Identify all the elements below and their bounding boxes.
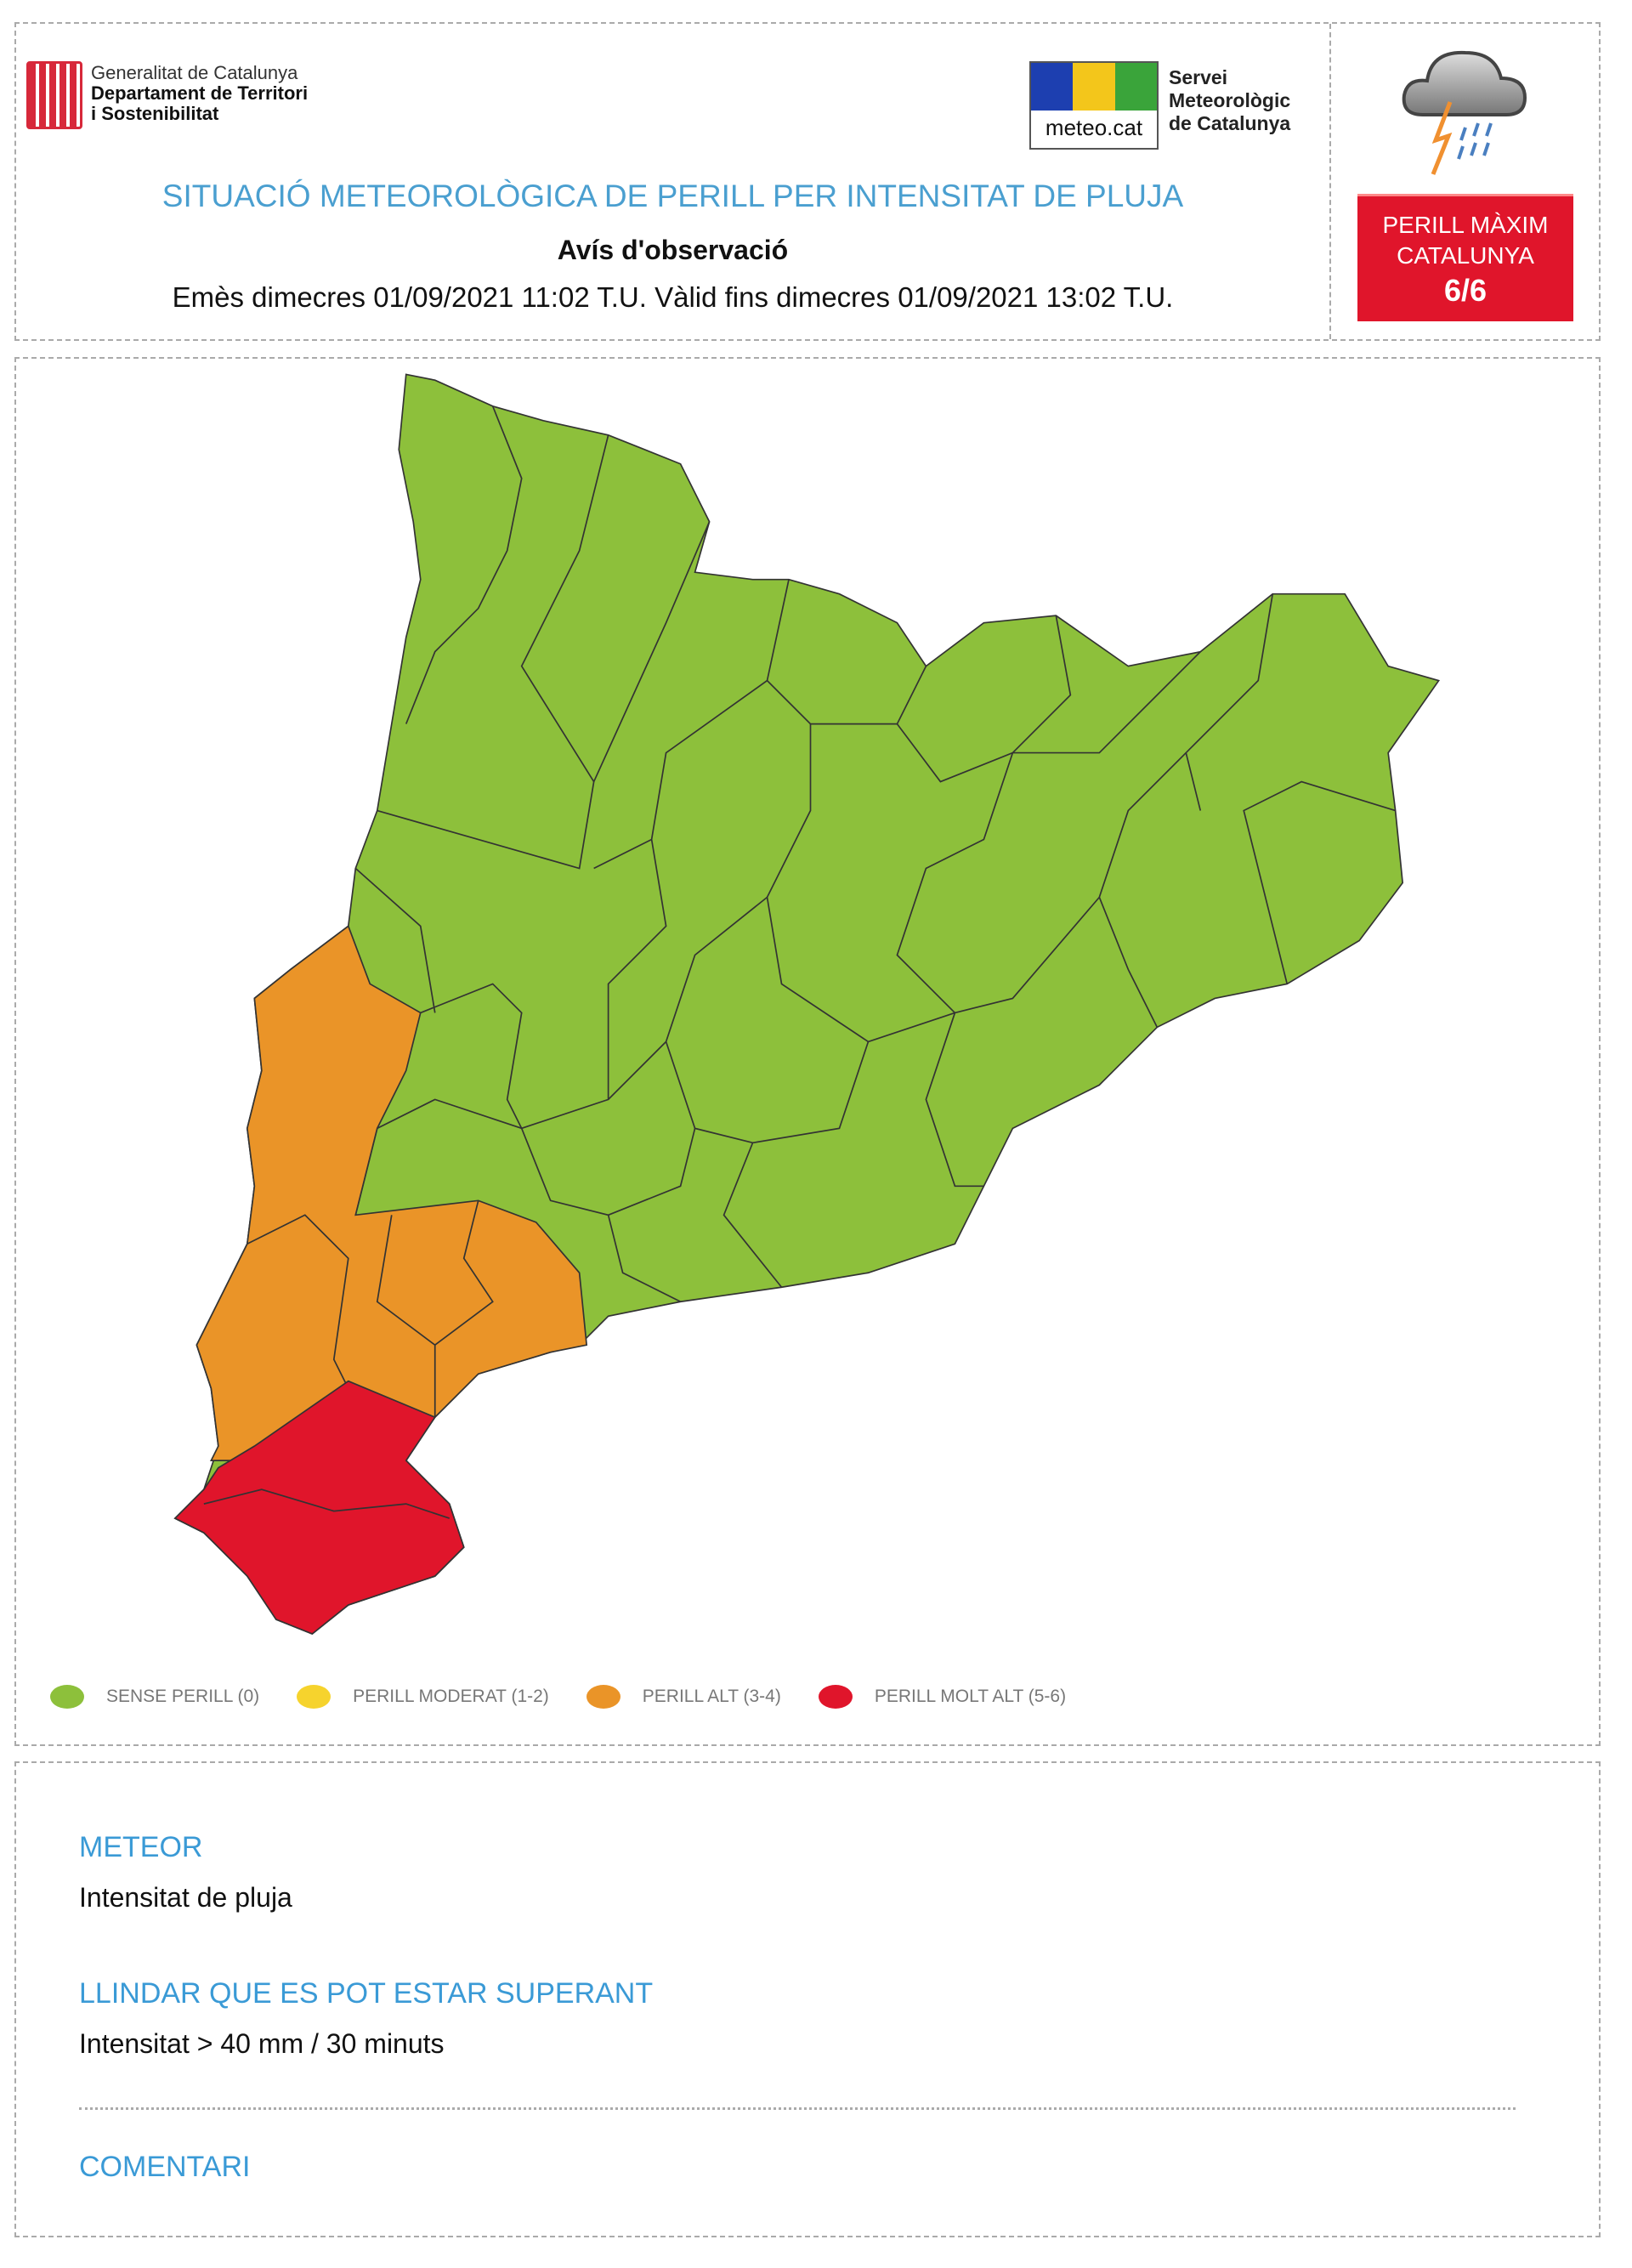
details-panel: METEOR Intensitat de pluja LLINDAR QUE E… xyxy=(14,1761,1601,2237)
org-line3: i Sostenibilitat xyxy=(91,103,219,124)
map-legend: SENSE PERILL (0) PERILL MODERAT (1-2) PE… xyxy=(50,1685,1103,1709)
generalitat-name: Generalitat de Catalunya Departament de … xyxy=(91,63,308,124)
meteocat-logo: meteo.cat xyxy=(1029,61,1159,150)
org-line1: Generalitat de Catalunya xyxy=(91,62,298,83)
legend-label: PERILL ALT (3-4) xyxy=(642,1687,781,1706)
legend-item-high: PERILL ALT (3-4) xyxy=(586,1685,781,1709)
legend-dot xyxy=(297,1685,332,1709)
warning-type: Avís d'observació xyxy=(557,235,789,265)
section-divider xyxy=(79,2107,1516,2110)
max-danger-badge: PERILL MÀXIM CATALUNYA 6/6 xyxy=(1357,194,1573,321)
badge-line1: PERILL MÀXIM xyxy=(1382,212,1549,238)
legend-label: SENSE PERILL (0) xyxy=(106,1687,260,1706)
district-border-ebre xyxy=(203,1488,450,1519)
meteocat-label: meteo.cat xyxy=(1045,115,1143,140)
org-line2: Departament de Territori xyxy=(91,82,309,104)
badge-line2: CATALUNYA xyxy=(1397,242,1534,269)
legend-dot xyxy=(50,1685,84,1709)
thunderstorm-rain-icon xyxy=(1402,50,1527,175)
service-name: Servei Meteorològic de Catalunya xyxy=(1169,66,1290,135)
meteor-heading: METEOR xyxy=(79,1831,203,1863)
threshold-heading: LLINDAR QUE ES POT ESTAR SUPERANT xyxy=(79,1977,654,2010)
validity-period: Emès dimecres 01/09/2021 11:02 T.U. Vàli… xyxy=(172,281,1174,313)
service-line3: de Catalunya xyxy=(1169,112,1291,134)
page-title: SITUACIÓ METEOROLÒGICA DE PERILL PER INT… xyxy=(162,179,1184,213)
legend-label: PERILL MOLT ALT (5-6) xyxy=(874,1687,1067,1706)
header-divider xyxy=(1329,24,1333,339)
district-borders-south xyxy=(246,1200,494,1418)
legend-dot xyxy=(818,1685,853,1709)
header-panel: Generalitat de Catalunya Departament de … xyxy=(14,22,1601,341)
district-borders xyxy=(354,405,1396,1303)
threshold-value: Intensitat > 40 mm / 30 minuts xyxy=(79,2028,445,2059)
map-panel: SENSE PERILL (0) PERILL MODERAT (1-2) PE… xyxy=(14,357,1601,1746)
legend-item-very-high: PERILL MOLT ALT (5-6) xyxy=(818,1685,1067,1709)
legend-item-moderate: PERILL MODERAT (1-2) xyxy=(297,1685,549,1709)
meteor-value: Intensitat de pluja xyxy=(79,1882,292,1913)
legend-label: PERILL MODERAT (1-2) xyxy=(353,1687,549,1706)
legend-dot xyxy=(586,1685,620,1709)
badge-level: 6/6 xyxy=(1443,273,1488,308)
legend-item-no-danger: SENSE PERILL (0) xyxy=(50,1685,259,1709)
comment-heading: COMENTARI xyxy=(79,2151,251,2183)
generalitat-logo-icon xyxy=(26,61,82,129)
service-line1: Servei xyxy=(1169,66,1228,88)
service-line2: Meteorològic xyxy=(1169,89,1291,111)
